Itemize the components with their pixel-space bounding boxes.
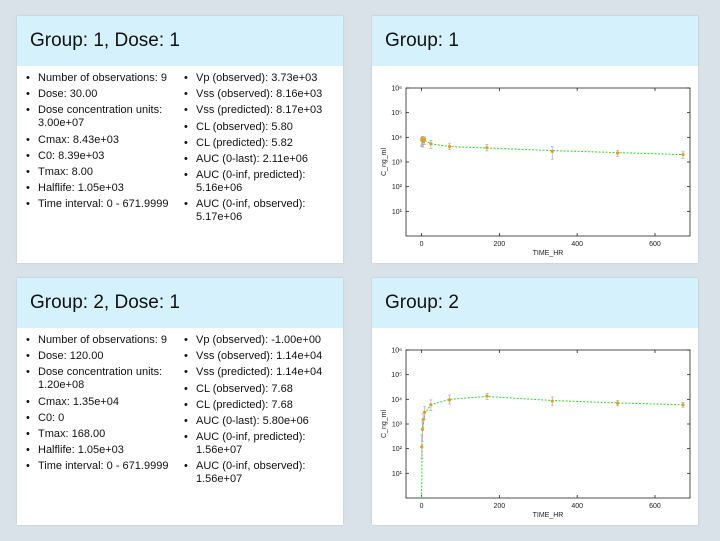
y-tick-label: 10¹ bbox=[392, 209, 403, 216]
stat-item: CL (observed): 7.68 bbox=[183, 383, 343, 396]
stats-body: Number of observations: 9 Dose: 30.00 Do… bbox=[17, 66, 343, 228]
stat-item: Vp (observed): 3.73e+03 bbox=[183, 72, 343, 85]
stat-item: Cmax: 8.43e+03 bbox=[25, 134, 183, 147]
plot-frame bbox=[405, 87, 691, 237]
y-tick-label: 10⁴ bbox=[391, 135, 402, 142]
chart-panel-group-2: Group: 2 0 200 400 600 10¹ 10² 10³ 10⁴ 10⁵ 10⁶ TIM… bbox=[372, 278, 698, 525]
stat-item: Tmax: 8.00 bbox=[25, 166, 183, 179]
stats-panel-group-1: Group: 1, Dose: 1 Number of observations… bbox=[17, 16, 343, 263]
stat-item: Vss (predicted): 8.17e+03 bbox=[183, 104, 343, 117]
stats-panel-title: Group: 1, Dose: 1 bbox=[17, 16, 343, 66]
stats-list-left: Number of observations: 9 Dose: 30.00 Do… bbox=[25, 72, 183, 228]
stat-item: Dose concentration units: 1.20e+08 bbox=[25, 366, 183, 392]
x-tick-label: 400 bbox=[571, 503, 583, 510]
stat-item: CL (observed): 5.80 bbox=[183, 121, 343, 134]
data-point bbox=[616, 401, 620, 405]
x-tick-label: 0 bbox=[420, 503, 424, 510]
data-point bbox=[429, 403, 433, 407]
stat-item: Cmax: 1.35e+04 bbox=[25, 396, 183, 409]
stats-list-left: Number of observations: 9 Dose: 120.00 D… bbox=[25, 334, 183, 490]
stats-panel-group-2: Group: 2, Dose: 1 Number of observations… bbox=[17, 278, 343, 525]
y-tick-label: 10⁶ bbox=[391, 86, 402, 93]
x-tick-label: 600 bbox=[649, 503, 661, 510]
stat-item: Dose: 120.00 bbox=[25, 350, 183, 363]
data-point bbox=[447, 398, 452, 402]
data-point bbox=[420, 445, 424, 449]
data-point bbox=[423, 137, 427, 141]
stat-item: Number of observations: 9 bbox=[25, 334, 183, 347]
data-point bbox=[681, 152, 685, 157]
y-axis-label: C_ng_ml bbox=[381, 410, 388, 438]
data-point bbox=[420, 427, 424, 432]
stat-item: AUC (0-last): 5.80e+06 bbox=[183, 415, 343, 428]
chart-svg: 0 200 400 600 10¹ 10² 10³ 10⁴ 10⁵ 10⁶ TIME_HR C_ng_… bbox=[381, 348, 691, 519]
stat-item: Vp (observed): -1.00e+00 bbox=[183, 334, 343, 347]
stat-item: AUC (0-inf, predicted): 5.16e+06 bbox=[183, 169, 343, 195]
fit-line bbox=[421, 138, 684, 156]
chart-group-2: 0 200 400 600 10¹ 10² 10³ 10⁴ 10⁵ 10⁶ TIME_HR C_ng_… bbox=[372, 328, 698, 541]
stat-item: Vss (predicted): 1.14e+04 bbox=[183, 366, 343, 379]
data-point bbox=[421, 139, 425, 144]
y-tick-label: 10¹ bbox=[392, 471, 403, 478]
stat-item: Dose concentration units: 3.00e+07 bbox=[25, 104, 183, 130]
x-tick-label: 600 bbox=[649, 241, 661, 248]
chart-panel-group-1: Group: 1 0 200 400 600 10¹ 10² 10³ 10⁴ 10⁵ 10⁶ TIM… bbox=[372, 16, 698, 263]
data-point bbox=[550, 399, 554, 403]
stat-item: Dose: 30.00 bbox=[25, 88, 183, 101]
chart-panel-title: Group: 1 bbox=[372, 16, 698, 66]
y-axis-label: C_ng_ml bbox=[381, 148, 388, 176]
stat-item: Time interval: 0 - 671.9999 bbox=[25, 460, 183, 473]
data-point bbox=[485, 394, 489, 398]
stat-item: Time interval: 0 - 671.9999 bbox=[25, 198, 183, 211]
x-tick-label: 0 bbox=[420, 241, 424, 248]
data-point bbox=[423, 410, 427, 414]
fit-line bbox=[421, 395, 684, 499]
y-tick-label: 10³ bbox=[392, 422, 403, 429]
stats-body: Number of observations: 9 Dose: 120.00 D… bbox=[17, 328, 343, 490]
data-point bbox=[421, 418, 425, 422]
stat-item: Number of observations: 9 bbox=[25, 72, 183, 85]
stat-item: AUC (0-inf, predicted): 1.56e+07 bbox=[183, 431, 343, 457]
y-tick-label: 10³ bbox=[392, 160, 403, 167]
data-point bbox=[681, 403, 685, 407]
chart-group-1: 0 200 400 600 10¹ 10² 10³ 10⁴ 10⁵ 10⁶ TIME_HR C_ng_… bbox=[372, 66, 698, 279]
stat-item: AUC (0-inf, observed): 1.56e+07 bbox=[183, 460, 343, 486]
stat-item: CL (predicted): 7.68 bbox=[183, 399, 343, 412]
stat-item: Vss (observed): 1.14e+04 bbox=[183, 350, 343, 363]
y-tick-label: 10² bbox=[392, 446, 403, 453]
y-tick-label: 10⁵ bbox=[391, 110, 402, 117]
chart-panel-title: Group: 2 bbox=[372, 278, 698, 328]
y-tick-label: 10² bbox=[392, 184, 403, 191]
x-axis-label: TIME_HR bbox=[533, 250, 564, 257]
x-tick-label: 200 bbox=[494, 241, 506, 248]
stat-item: C0: 8.39e+03 bbox=[25, 150, 183, 163]
data-point bbox=[616, 151, 620, 155]
stat-item: CL (predicted): 5.82 bbox=[183, 137, 343, 150]
stat-item: Vss (observed): 8.16e+03 bbox=[183, 88, 343, 101]
data-point bbox=[447, 145, 452, 149]
stats-list-right: Vp (observed): 3.73e+03 Vss (observed): … bbox=[183, 72, 343, 228]
stats-list-right: Vp (observed): -1.00e+00 Vss (observed):… bbox=[183, 334, 343, 490]
stat-item: AUC (0-inf, observed): 5.17e+06 bbox=[183, 198, 343, 224]
stat-item: Tmax: 168.00 bbox=[25, 428, 183, 441]
data-point bbox=[429, 142, 433, 146]
x-axis-label: TIME_HR bbox=[533, 512, 564, 519]
y-tick-label: 10⁵ bbox=[391, 372, 402, 379]
y-tick-label: 10⁴ bbox=[391, 397, 402, 404]
stat-item: AUC (0-last): 2.11e+06 bbox=[183, 153, 343, 166]
stat-item: C0: 0 bbox=[25, 412, 183, 425]
stats-panel-title: Group: 2, Dose: 1 bbox=[17, 278, 343, 328]
x-tick-label: 200 bbox=[494, 503, 506, 510]
stat-item: Halflife: 1.05e+03 bbox=[25, 182, 183, 195]
stat-item: Halflife: 1.05e+03 bbox=[25, 444, 183, 457]
y-tick-label: 10⁶ bbox=[391, 348, 402, 355]
plot-frame bbox=[405, 349, 691, 499]
data-point bbox=[550, 149, 554, 153]
x-tick-label: 400 bbox=[571, 241, 583, 248]
chart-svg: 0 200 400 600 10¹ 10² 10³ 10⁴ 10⁵ 10⁶ TIME_HR C_ng_… bbox=[381, 86, 691, 257]
data-point bbox=[485, 146, 489, 150]
